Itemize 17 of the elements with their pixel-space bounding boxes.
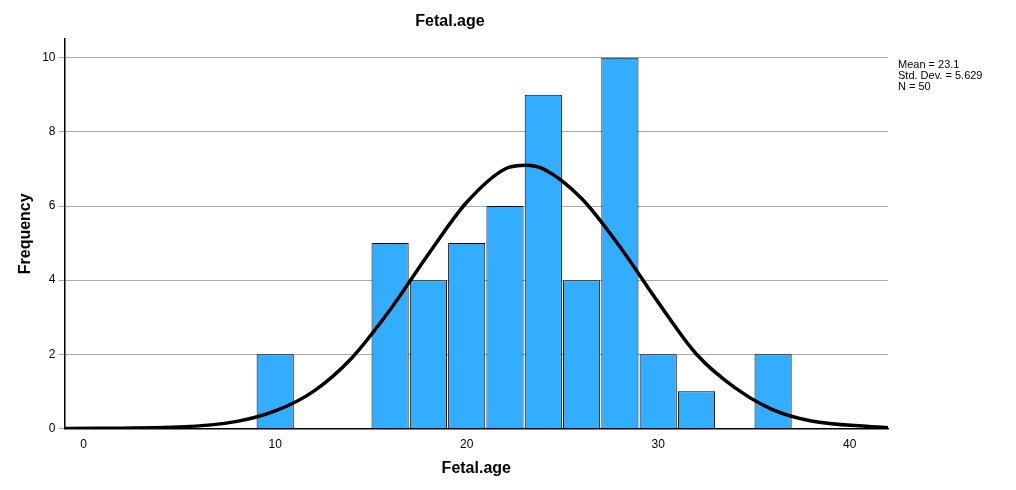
- x-tick-label: 40: [843, 436, 857, 451]
- y-tick-label: 6: [48, 198, 56, 213]
- y-tick-label: 0: [48, 420, 56, 435]
- y-tick-label: 2: [48, 346, 56, 361]
- y-tick-label: 10: [42, 50, 56, 65]
- chart-title: Fetal.age: [415, 12, 485, 30]
- y-tick-label: 8: [48, 124, 56, 139]
- text: Mean = 23.1: [898, 57, 960, 70]
- x-tick-label: 0: [80, 436, 88, 451]
- x-tick-label: 10: [268, 436, 283, 451]
- text: Std. Dev. = 5.629: [898, 68, 983, 81]
- x-tick-label: 30: [651, 436, 666, 451]
- text: N = 50: [898, 79, 931, 92]
- x-axis-title: Fetal.age: [441, 458, 512, 476]
- x-tick-label: 20: [460, 436, 474, 451]
- y-tick-label: 4: [48, 272, 56, 287]
- y-axis-title: Frequency: [16, 193, 34, 275]
